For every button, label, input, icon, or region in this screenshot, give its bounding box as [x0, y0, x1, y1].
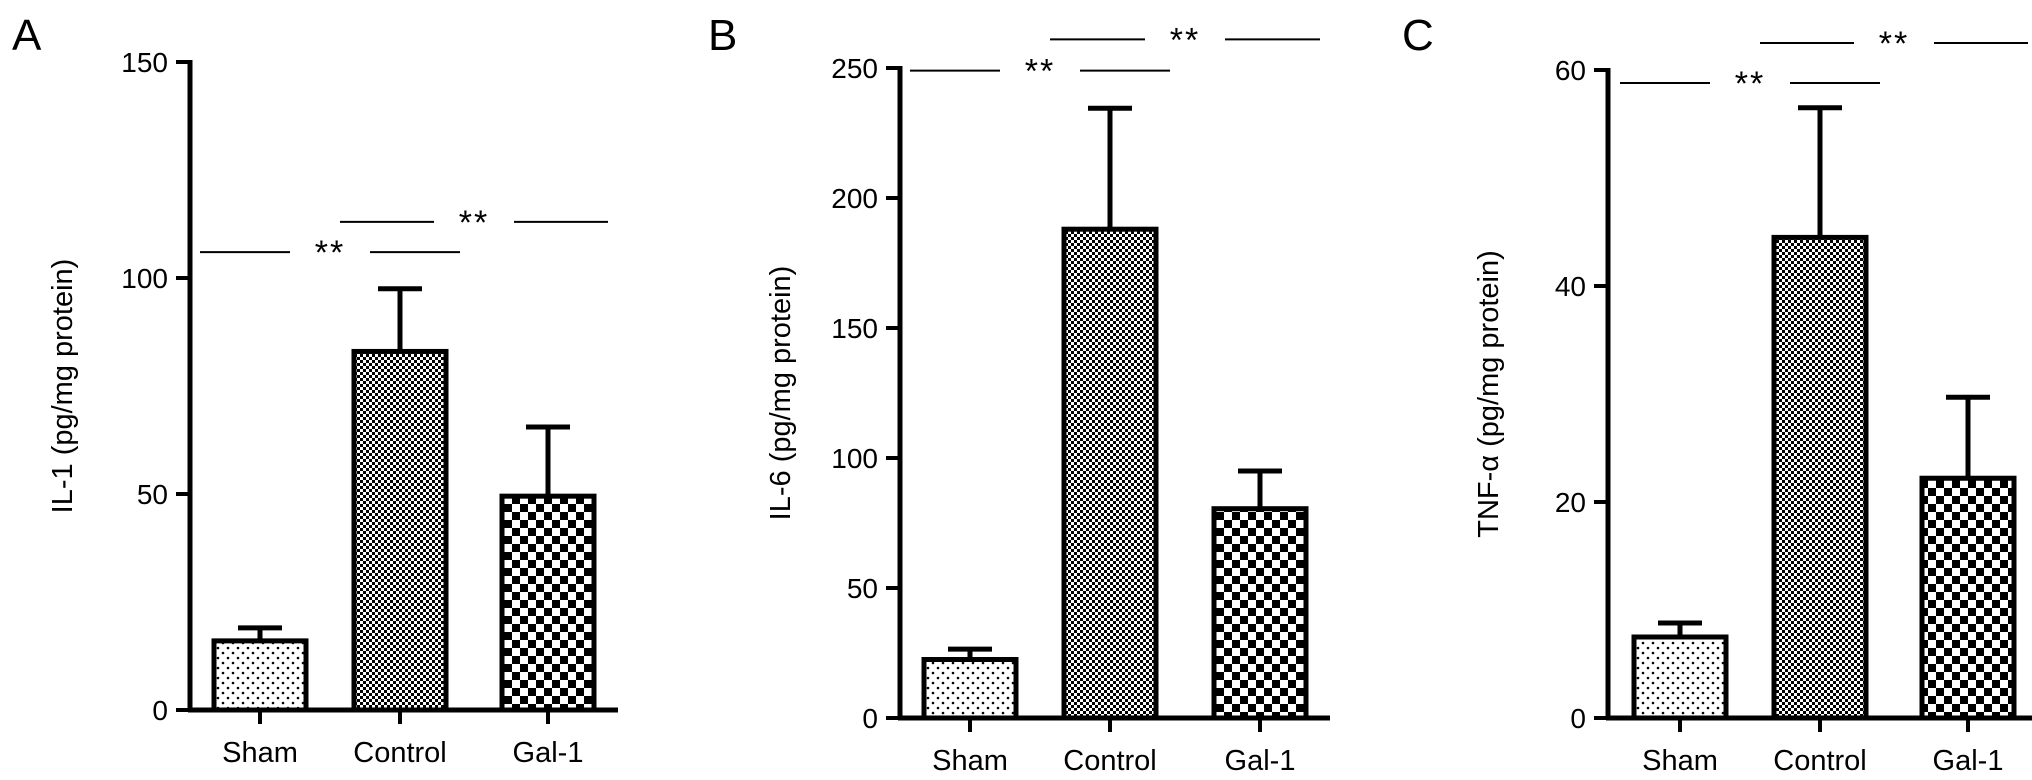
x-category-label: Control: [353, 737, 447, 769]
y-axis-label: TNF-α (pg/mg protein): [1473, 250, 1505, 538]
significance-label: **: [1879, 25, 1909, 63]
bar-gal-1: [1211, 506, 1309, 721]
chart-panel-c: C 0 20 40 60 TNF-α (pg/mg protein) Sham Control…: [1402, 11, 2032, 777]
x-category-label: Gal-1: [1225, 745, 1296, 777]
x-category-label: Control: [1773, 745, 1867, 777]
y-tick-label: 20: [1555, 487, 1586, 518]
significance-label: **: [1735, 65, 1765, 103]
significance-label: **: [459, 204, 489, 242]
y-tick-label: 0: [152, 695, 168, 726]
y-tick-label: 40: [1555, 271, 1586, 302]
bar-control: [1061, 226, 1159, 721]
panel-letter: B: [708, 11, 737, 60]
y-tick-label: 100: [831, 443, 878, 474]
x-category-label: Gal-1: [513, 737, 584, 769]
bar-sham: [1631, 634, 1729, 721]
x-category-label: Sham: [932, 745, 1008, 777]
chart-panel-a: A 0 50 100 150 IL-1 (pg/mg protein) Sham Contro…: [12, 11, 618, 769]
y-tick-label: 50: [137, 479, 168, 510]
bar-control: [1771, 234, 1869, 721]
y-tick-label: 0: [862, 703, 878, 734]
y-tick-label: 60: [1555, 55, 1586, 86]
y-tick-label: 100: [121, 263, 168, 294]
y-tick-label: 0: [1570, 703, 1586, 734]
y-tick-label: 150: [121, 47, 168, 78]
significance-label: **: [315, 234, 345, 272]
bar-sham: [921, 657, 1019, 721]
significance-label: **: [1025, 53, 1055, 91]
significance-label: **: [1170, 21, 1200, 59]
x-category-label: Control: [1063, 745, 1157, 777]
y-tick-label: 50: [847, 573, 878, 604]
bar-gal-1: [499, 493, 597, 713]
x-category-label: Gal-1: [1933, 745, 2004, 777]
y-axis-label: IL-6 (pg/mg protein): [765, 266, 797, 521]
y-axis-label: IL-1 (pg/mg protein): [47, 259, 79, 514]
y-tick-label: 250: [831, 53, 878, 84]
bar-gal-1: [1919, 475, 2017, 721]
x-category-label: Sham: [1642, 745, 1718, 777]
bar-control: [351, 348, 449, 713]
chart-panel-b: B 0 50 100 150 200 250 IL-6 (pg/mg protein) Sham…: [708, 11, 1330, 777]
panel-letter: C: [1402, 11, 1434, 60]
y-tick-label: 200: [831, 183, 878, 214]
panel-letter: A: [12, 11, 42, 60]
x-category-label: Sham: [222, 737, 298, 769]
bar-sham: [211, 638, 309, 713]
y-tick-label: 150: [831, 313, 878, 344]
